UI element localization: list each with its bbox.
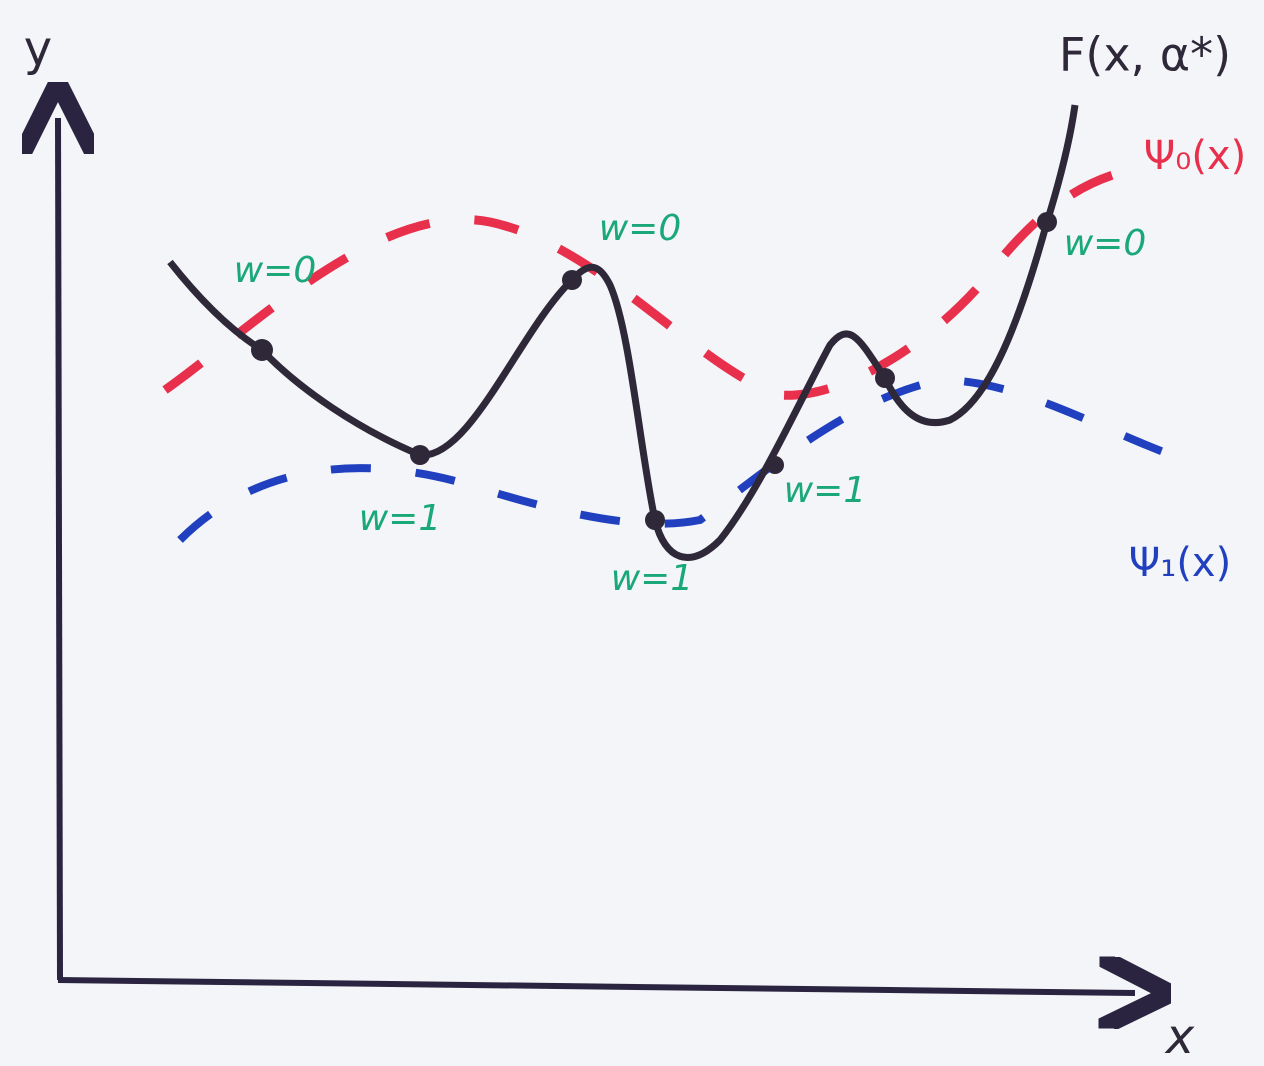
weight-label: w=0: [599, 208, 682, 249]
x-label: x: [1164, 1009, 1195, 1065]
point: [251, 339, 273, 361]
point: [1037, 212, 1057, 232]
weight-label: w=1: [611, 558, 694, 599]
y-axis: [58, 118, 60, 980]
y-label: y: [24, 21, 52, 77]
point: [562, 270, 582, 290]
weight-label: w=0: [234, 250, 317, 291]
weight-label: w=1: [784, 470, 867, 511]
point: [645, 510, 665, 530]
point: [766, 456, 784, 474]
psi1-label: Ψ₁(x): [1129, 540, 1231, 586]
diagram: y x F(x, α*) Ψ₀(x) Ψ₁(x) w=0 w=1 w=0 w=1…: [0, 0, 1264, 1066]
weight-label: w=0: [1064, 223, 1147, 264]
point: [875, 368, 895, 388]
point: [410, 445, 430, 465]
f-label: F(x, α*): [1059, 28, 1231, 82]
psi0-label: Ψ₀(x): [1144, 133, 1246, 179]
weight-label: w=1: [359, 498, 442, 539]
